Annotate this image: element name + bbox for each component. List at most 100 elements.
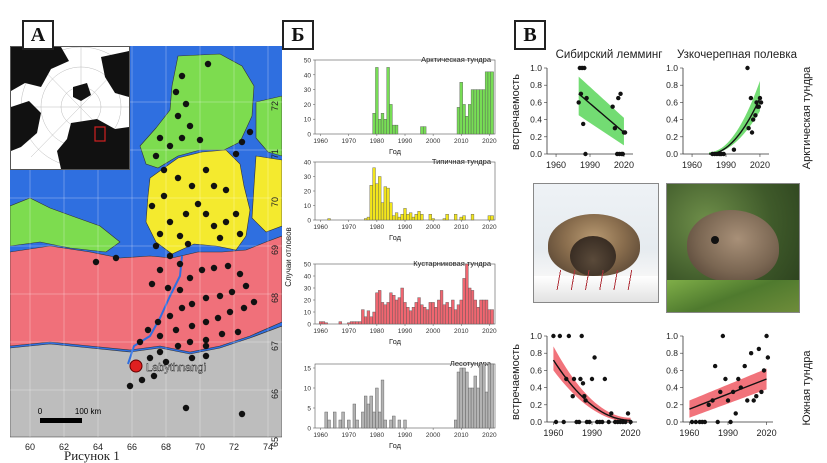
y-tick-label: 0 [307, 132, 311, 139]
site-point [188, 182, 196, 190]
histogram-bar [417, 297, 421, 325]
x-tick-label: 2000 [426, 432, 441, 439]
site-point [232, 150, 240, 158]
ylabel-bottom: встречаемость [510, 344, 522, 420]
x-tick-label: 1980 [370, 328, 385, 335]
histogram-bar [411, 216, 416, 221]
y-tick-label: 10 [304, 203, 312, 210]
latitude-ticks: 72 71 70 69 68 67 66 65 [270, 101, 280, 447]
data-point [583, 151, 588, 157]
histogram-bar [456, 107, 461, 135]
histogram-bar [378, 411, 382, 429]
y-tick-label: 0.2 [530, 132, 542, 142]
histogram-xlabel: Год [389, 441, 402, 450]
site-point [156, 134, 164, 142]
histogram-bar [414, 213, 418, 221]
histogram-ylabel: Случаи отловов [284, 227, 293, 287]
site-point [144, 326, 152, 334]
histogram-bar [327, 218, 331, 221]
y-tick-label: 0.6 [530, 97, 542, 107]
lemming-photo [533, 183, 659, 303]
x-tick-label: 2010 [454, 328, 469, 335]
site-point [204, 60, 212, 68]
col-title-vole: Узкочерепная полевка [677, 49, 798, 61]
y-tick-label: 0.0 [666, 417, 678, 427]
panel-label-c: В [514, 20, 546, 50]
data-point [557, 333, 563, 339]
map-panel: Labythnangi 0 100 km 60 62 64 66 68 70 72 74 72… [9, 46, 283, 452]
histogram-bar [383, 304, 387, 325]
data-point [751, 398, 756, 403]
histogram-svg: Случаи отловов Арктическая тундра 0 10 20 30… [283, 42, 499, 453]
histogram-bar [406, 213, 410, 221]
histogram-bar [389, 419, 393, 429]
x-tick-label: 2020 [482, 138, 497, 145]
y-tick-label: 40 [304, 274, 312, 281]
y-tick-label: 50 [304, 58, 312, 65]
lat-tick-label: 69 [270, 245, 280, 255]
x-tick-label: 2020 [750, 160, 770, 170]
confidence-band [578, 76, 624, 146]
histogram-bar [380, 302, 385, 325]
site-point [160, 192, 168, 200]
histogram-bar [462, 278, 466, 325]
site-point [164, 284, 172, 292]
histogram-bar [484, 299, 489, 325]
histogram-bar [392, 124, 396, 135]
data-point [564, 376, 569, 382]
site-point [232, 210, 240, 218]
histogram-bar [380, 113, 385, 135]
site-point [194, 200, 202, 208]
histogram-bar [394, 124, 399, 135]
histogram-xlabel: Год [389, 233, 402, 242]
x-tick-label: 1990 [398, 432, 413, 439]
site-point [202, 210, 210, 218]
lon-tick-label: 64 [93, 442, 103, 452]
histogram-bar [482, 299, 486, 325]
histogram-bar [479, 89, 483, 135]
histogram-bar [414, 302, 418, 325]
site-point [152, 152, 160, 160]
site-point [166, 312, 174, 320]
x-tick-label: 1970 [342, 328, 357, 335]
x-tick-label: 1960 [313, 432, 328, 439]
x-tick-label: 1960 [546, 160, 566, 170]
x-tick-label: 2020 [482, 224, 497, 231]
histogram-bar [454, 309, 458, 325]
histogram-xlabel: Год [389, 337, 402, 346]
arctic-tundra-east [255, 95, 283, 157]
histogram-bar [383, 186, 387, 221]
data-point [746, 126, 751, 131]
site-point [240, 304, 248, 312]
data-point [712, 363, 718, 369]
data-point [580, 381, 586, 386]
x-tick-label: 1990 [582, 428, 602, 438]
histogram-title: Кустарниковая тундра [413, 259, 492, 268]
histogram-bar [394, 212, 399, 221]
site-point [148, 202, 156, 210]
scatter-plot-3: 0.0 0.2 0.4 0.6 0.8 1.0 1960 1990 2020 [530, 331, 640, 438]
y-tick-label: 1.0 [530, 63, 542, 73]
histogram-bar [456, 304, 461, 325]
data-point [581, 121, 586, 127]
site-point [112, 254, 120, 262]
data-point [710, 398, 715, 403]
histogram-bar [465, 371, 469, 429]
vole-eye [711, 236, 719, 244]
site-point [236, 230, 244, 238]
confidence-band [709, 80, 760, 154]
y-tick-label: 0.0 [666, 149, 678, 159]
lemming-head [570, 236, 616, 276]
vole-body [687, 210, 779, 282]
y-tick-label: 30 [304, 174, 312, 181]
histogram-bar [482, 363, 486, 429]
histogram-panel: Случаи отловов Арктическая тундра 0 10 20 30… [283, 42, 499, 453]
x-tick-label: 1990 [398, 138, 413, 145]
histogram-bar [403, 208, 407, 221]
y-tick-label: 0.8 [530, 348, 542, 358]
panel-label-a: А [22, 20, 54, 50]
data-point [606, 419, 611, 425]
x-tick-label: 2000 [426, 224, 441, 231]
histogram-bar [383, 419, 387, 429]
site-point [178, 134, 186, 142]
